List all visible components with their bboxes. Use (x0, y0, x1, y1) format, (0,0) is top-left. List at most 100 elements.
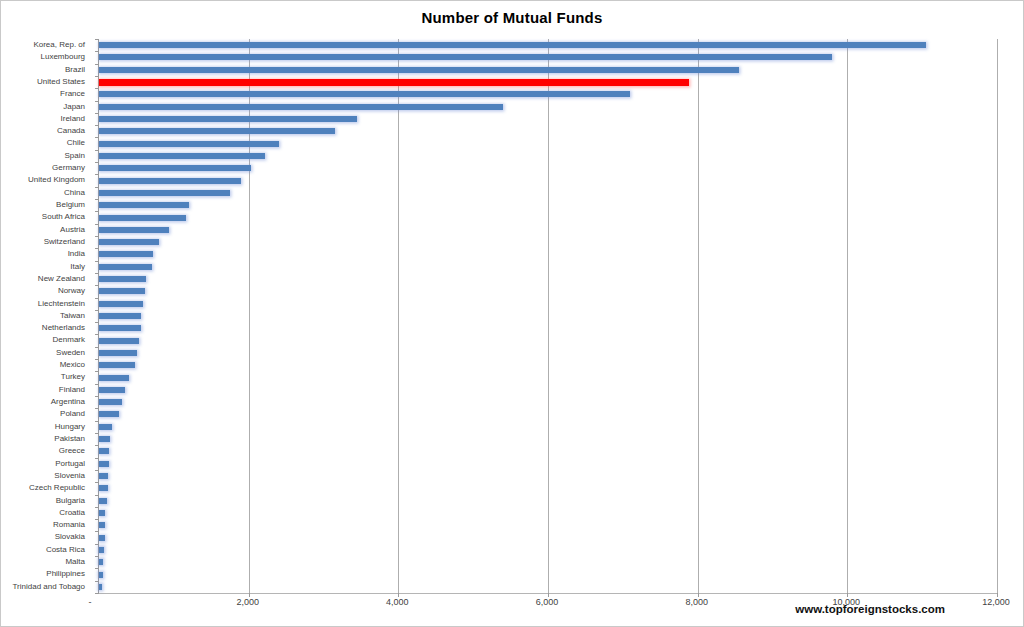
category-label-czech-republic: Czech Republic (1, 482, 92, 494)
category-label-sweden: Sweden (1, 347, 92, 359)
bar-ireland (99, 116, 357, 122)
bar-korea-rep-of (99, 42, 926, 48)
category-label-luxembourg: Luxembourg (1, 51, 92, 63)
bar-row-romania (99, 519, 997, 531)
bar-row-japan (99, 101, 997, 113)
bar-malta (99, 559, 103, 565)
bar-poland (99, 411, 119, 417)
category-label-argentina: Argentina (1, 396, 92, 408)
bar-sweden (99, 350, 137, 356)
bar-row-slovakia (99, 531, 997, 543)
bar-row-ireland (99, 113, 997, 125)
category-label-croatia: Croatia (1, 507, 92, 519)
bar-row-austria (99, 224, 997, 236)
bar-row-taiwan (99, 310, 997, 322)
category-label-trinidad-and-tobago: Trinidad and Tobago (1, 581, 92, 593)
category-label-germany: Germany (1, 162, 92, 174)
bar-row-portugal (99, 458, 997, 470)
x-axis-label-2000: 2,000 (236, 597, 259, 607)
bar-row-pakistan (99, 433, 997, 445)
bar-row-mexico (99, 359, 997, 371)
bar-slovakia (99, 535, 105, 541)
category-axis: Korea, Rep. ofLuxembourgBrazilUnited Sta… (1, 39, 92, 593)
x-axis-label-6000: 6,000 (536, 597, 559, 607)
bar-spain (99, 153, 265, 159)
category-label-south-africa: South Africa (1, 211, 92, 223)
bar-row-trinidad-and-tobago (99, 581, 997, 593)
gridline-12000 (997, 39, 998, 593)
category-label-belgium: Belgium (1, 199, 92, 211)
category-label-new-zealand: New Zealand (1, 273, 92, 285)
category-label-france: France (1, 88, 92, 100)
category-label-hungary: Hungary (1, 421, 92, 433)
bar-row-germany (99, 162, 997, 174)
bar-row-croatia (99, 507, 997, 519)
bar-row-turkey (99, 371, 997, 383)
bar-india (99, 251, 153, 257)
bar-row-india (99, 248, 997, 260)
bar-canada (99, 128, 335, 134)
chart-frame: Number of Mutual Funds Korea, Rep. ofLux… (0, 0, 1024, 627)
bar-liechtenstein (99, 301, 143, 307)
bar-row-south-africa (99, 211, 997, 223)
category-label-united-states: United States (1, 76, 92, 88)
chart-title: Number of Mutual Funds (1, 9, 1023, 26)
category-label-poland: Poland (1, 408, 92, 420)
bar-row-liechtenstein (99, 298, 997, 310)
category-label-india: India (1, 248, 92, 260)
bar-costa-rica (99, 547, 104, 553)
x-axis-label-4000: 4,000 (386, 597, 409, 607)
bar-row-sweden (99, 347, 997, 359)
bar-row-denmark (99, 334, 997, 346)
category-label-portugal: Portugal (1, 458, 92, 470)
category-label-turkey: Turkey (1, 371, 92, 383)
bar-slovenia (99, 473, 108, 479)
bar-united-kingdom (99, 178, 241, 184)
bar-row-netherlands (99, 322, 997, 334)
bar-france (99, 91, 630, 97)
bar-row-new-zealand (99, 273, 997, 285)
bar-italy (99, 264, 152, 270)
bar-mexico (99, 362, 135, 368)
bar-row-italy (99, 261, 997, 273)
bar-greece (99, 448, 109, 454)
bar-row-united-states (99, 76, 997, 88)
category-label-norway: Norway (1, 285, 92, 297)
bar-row-belgium (99, 199, 997, 211)
bar-japan (99, 104, 503, 110)
category-label-bulgaria: Bulgaria (1, 495, 92, 507)
x-axis-label-12000: 12,000 (982, 597, 1010, 607)
category-label-italy: Italy (1, 261, 92, 273)
bar-brazil (99, 67, 739, 73)
bar-row-luxembourg (99, 51, 997, 63)
bar-croatia (99, 510, 105, 516)
category-label-malta: Malta (1, 556, 92, 568)
bar-norway (99, 288, 145, 294)
bar-row-greece (99, 445, 997, 457)
bar-argentina (99, 399, 122, 405)
bar-austria (99, 227, 169, 233)
bar-new-zealand (99, 276, 146, 282)
y-axis-tick (95, 593, 99, 594)
category-label-canada: Canada (1, 125, 92, 137)
bar-row-china (99, 187, 997, 199)
bar-czech-republic (99, 485, 108, 491)
x-axis-label-0: - (89, 597, 92, 607)
category-label-spain: Spain (1, 150, 92, 162)
bar-belgium (99, 202, 189, 208)
bar-row-switzerland (99, 236, 997, 248)
bar-row-malta (99, 556, 997, 568)
bar-chile (99, 141, 279, 147)
bar-row-finland (99, 384, 997, 396)
category-label-liechtenstein: Liechtenstein (1, 298, 92, 310)
category-label-netherlands: Netherlands (1, 322, 92, 334)
category-label-slovenia: Slovenia (1, 470, 92, 482)
bar-row-argentina (99, 396, 997, 408)
bar-united-states (99, 79, 689, 86)
bar-row-korea-rep-of (99, 39, 997, 51)
bar-row-czech-republic (99, 482, 997, 494)
category-label-chile: Chile (1, 137, 92, 149)
bar-row-costa-rica (99, 544, 997, 556)
bar-luxembourg (99, 54, 832, 60)
bar-south-africa (99, 215, 186, 221)
